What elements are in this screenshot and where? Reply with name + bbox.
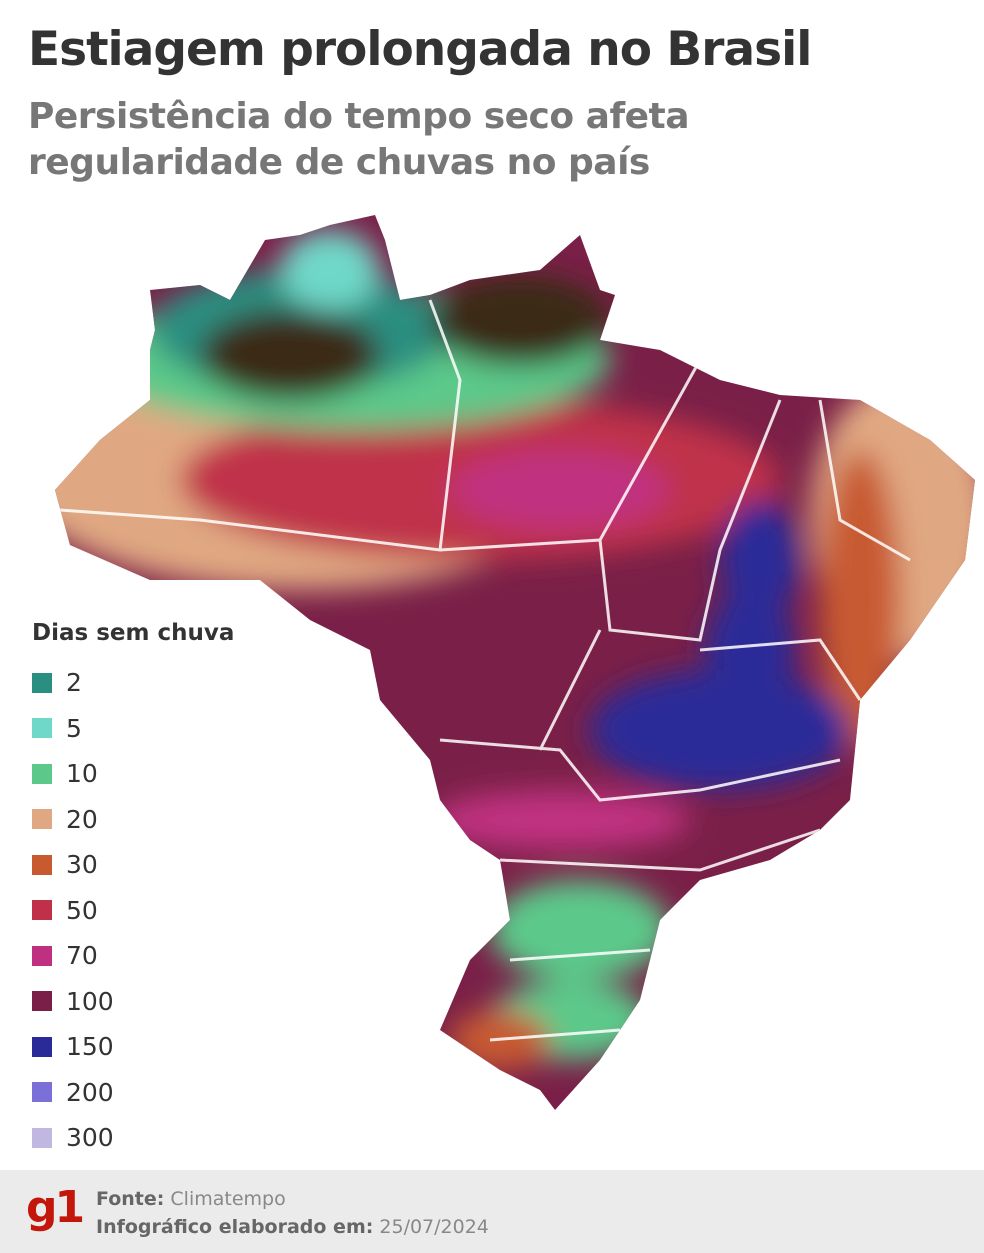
brazil-map bbox=[55, 215, 975, 1110]
legend-label: 2 bbox=[66, 668, 82, 697]
legend-item: 20 bbox=[32, 805, 98, 834]
date-value: 25/07/2024 bbox=[379, 1216, 489, 1238]
legend-label: 30 bbox=[66, 850, 98, 879]
legend-label: 20 bbox=[66, 804, 98, 834]
legend-swatch bbox=[32, 809, 52, 829]
legend-label: 100 bbox=[66, 986, 114, 1016]
legend-item: 2 bbox=[32, 668, 82, 697]
legend-title: Dias sem chuva bbox=[32, 620, 235, 646]
logo: g1 bbox=[26, 1182, 85, 1233]
legend-item: 50 bbox=[32, 896, 98, 925]
legend-item: 5 bbox=[32, 714, 82, 743]
legend-item: 300 bbox=[32, 1123, 114, 1152]
footer: g1 Fonte: Climatempo Infográfico elabora… bbox=[0, 1170, 984, 1253]
legend-item: 10 bbox=[32, 759, 98, 788]
source: Fonte: Climatempo bbox=[96, 1188, 286, 1210]
source-label: Fonte: bbox=[96, 1188, 165, 1210]
subtitle: regularidade de chuvas no país bbox=[28, 142, 650, 183]
legend-swatch bbox=[32, 1127, 52, 1148]
legend-swatch bbox=[32, 672, 52, 693]
legend-swatch bbox=[32, 763, 52, 784]
source-value: Climatempo bbox=[170, 1188, 286, 1210]
legend-item: 200 bbox=[32, 1078, 114, 1107]
title: Estiagem prolongada no Brasil bbox=[28, 22, 812, 77]
date: Infográfico elaborado em: 25/07/2024 bbox=[96, 1216, 489, 1238]
legend-label: 200 bbox=[66, 1077, 114, 1107]
legend-item: 30 bbox=[32, 850, 98, 879]
legend-label: 50 bbox=[66, 895, 98, 925]
legend-label: 10 bbox=[66, 759, 98, 788]
legend-item: 70 bbox=[32, 941, 98, 970]
legend-swatch bbox=[32, 854, 52, 875]
subtitle: Persistência do tempo seco afeta bbox=[28, 96, 690, 137]
legend-label: 70 bbox=[66, 941, 98, 970]
legend-swatch bbox=[32, 1082, 52, 1102]
legend-item: 150 bbox=[32, 1032, 114, 1061]
legend-label: 5 bbox=[66, 713, 82, 743]
legend-label: 150 bbox=[66, 1032, 114, 1061]
date-label: Infográfico elaborado em: bbox=[96, 1216, 374, 1238]
legend-swatch bbox=[32, 991, 52, 1011]
legend-swatch bbox=[32, 945, 52, 966]
legend-label: 300 bbox=[66, 1123, 114, 1152]
legend-swatch bbox=[32, 900, 52, 920]
legend-swatch bbox=[32, 1036, 52, 1057]
legend-item: 100 bbox=[32, 987, 114, 1016]
legend-swatch bbox=[32, 718, 52, 738]
rain-field bbox=[55, 215, 975, 1110]
